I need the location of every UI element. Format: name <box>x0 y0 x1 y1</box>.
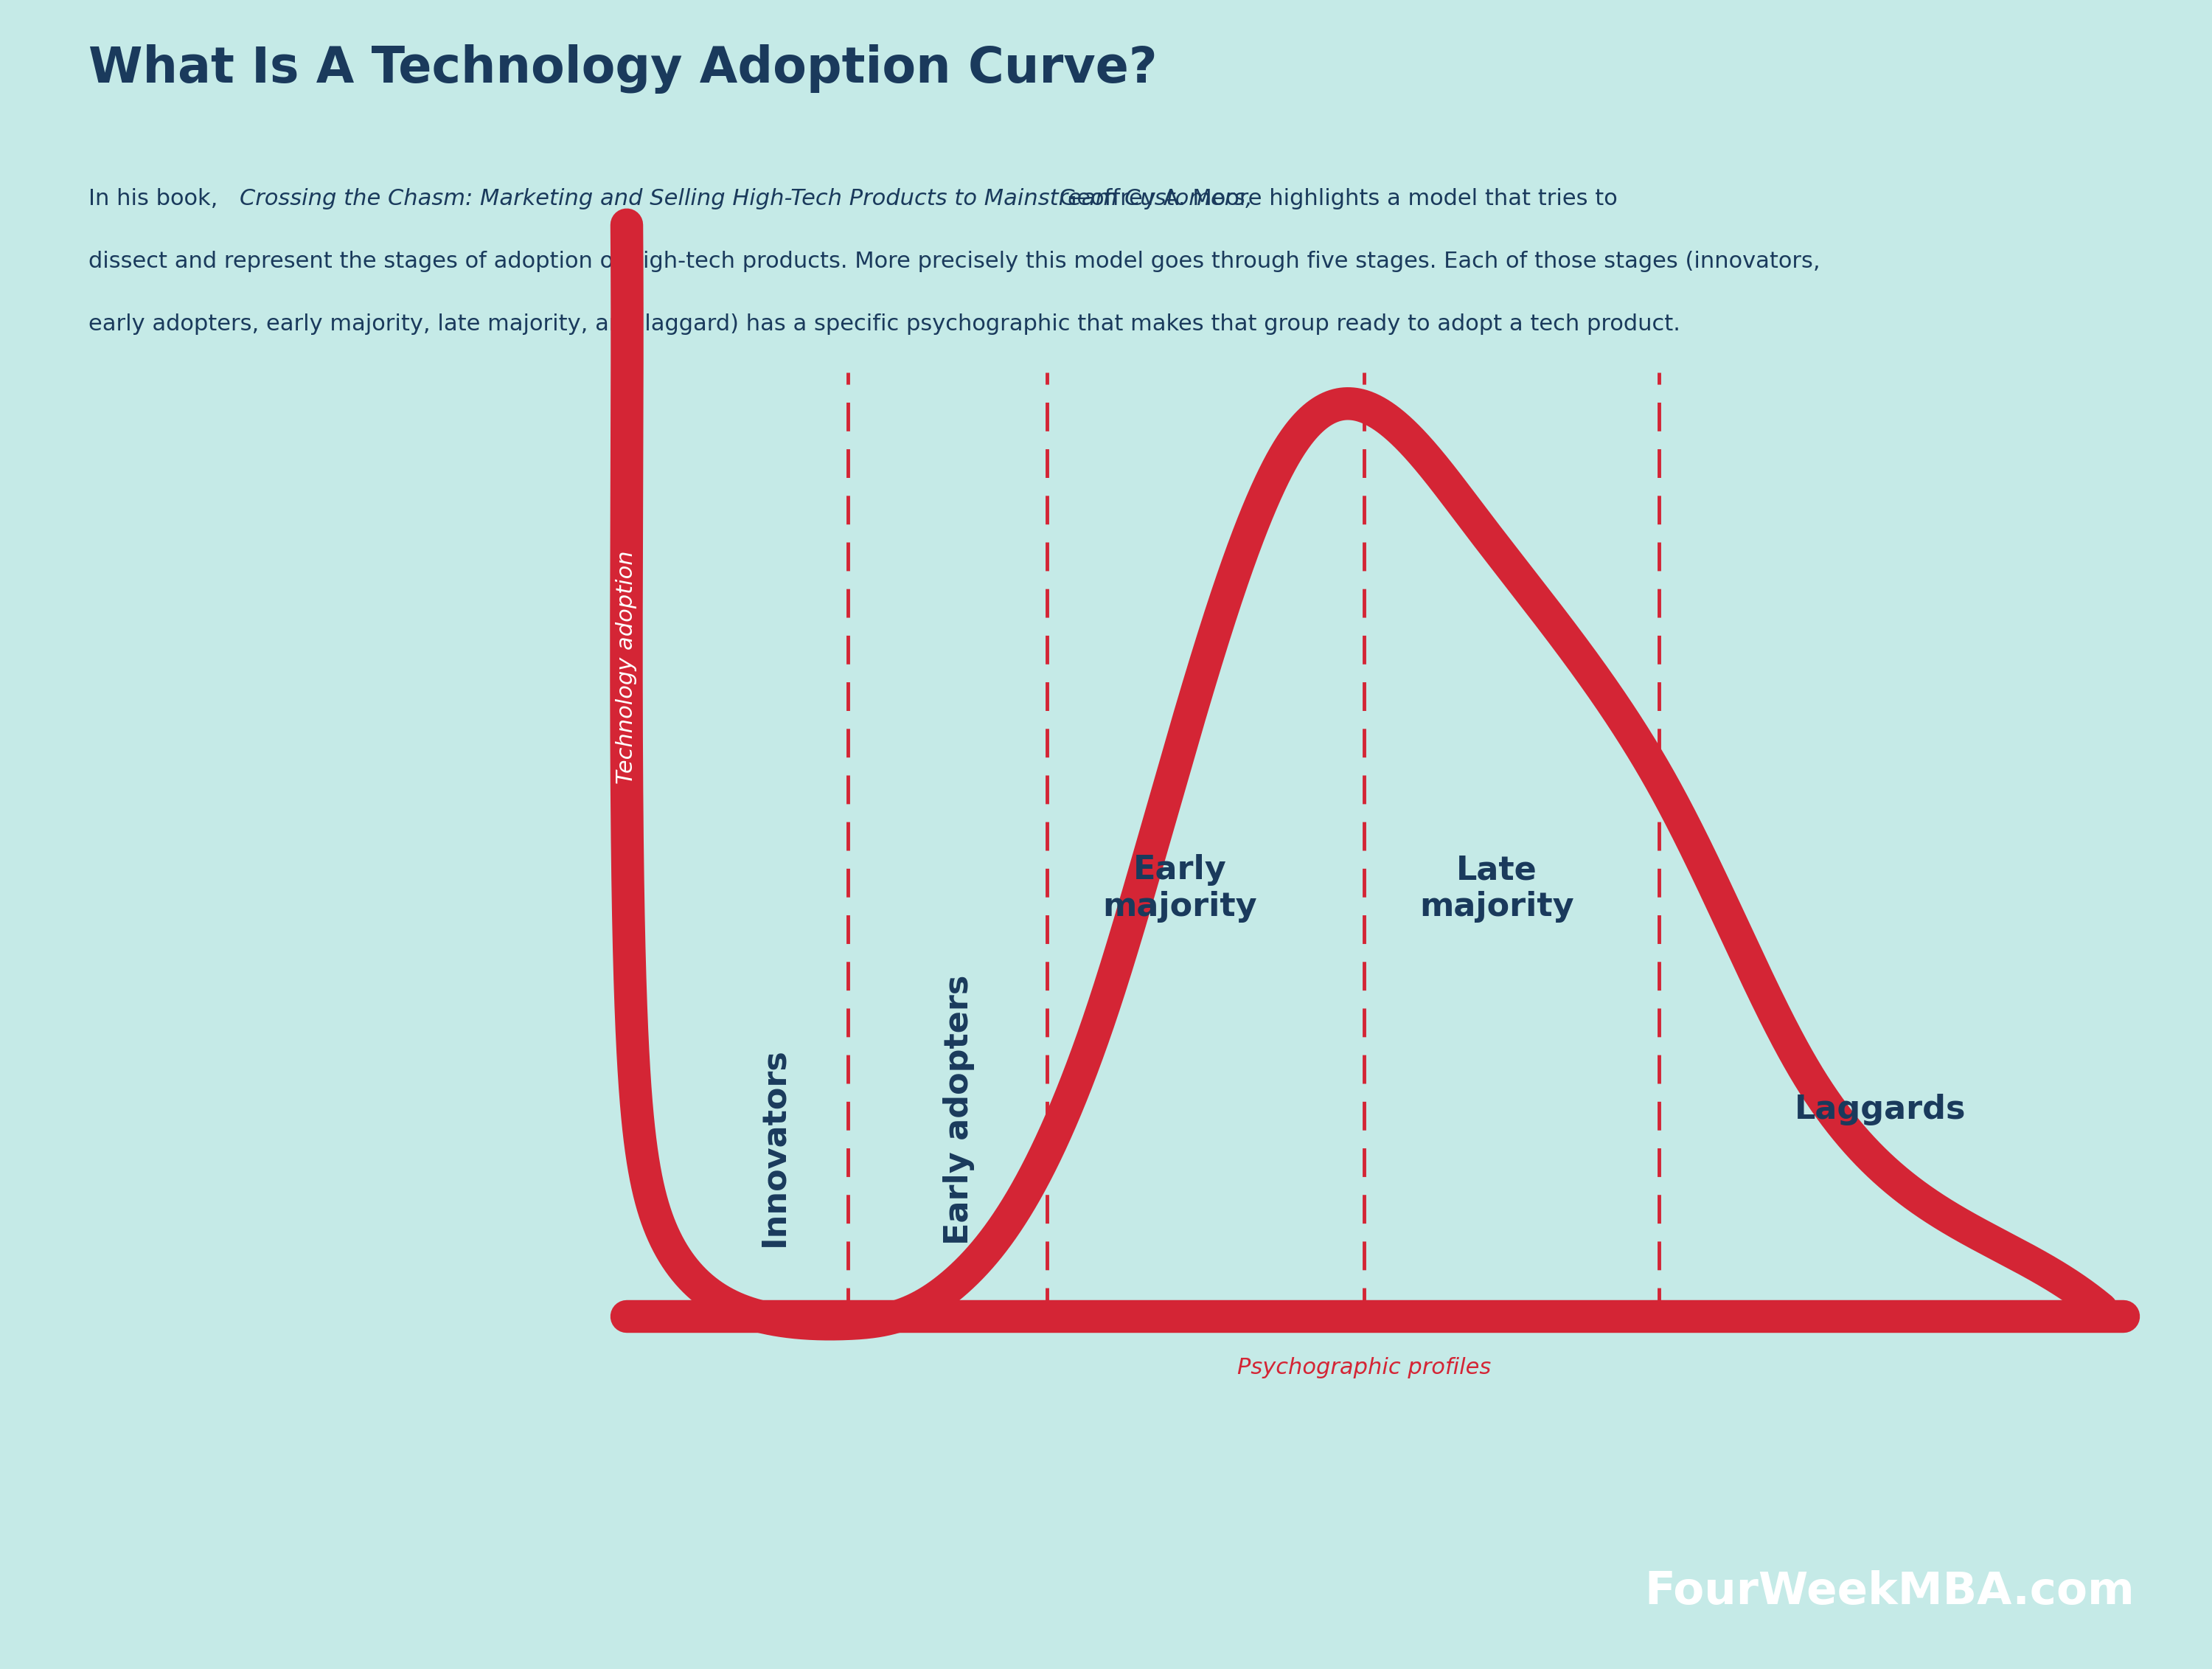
Text: Early adopters: Early adopters <box>942 975 973 1245</box>
Text: What Is A Technology Adoption Curve?: What Is A Technology Adoption Curve? <box>88 45 1157 93</box>
Text: dissect and represent the stages of adoption of high-tech products. More precise: dissect and represent the stages of adop… <box>88 250 1820 272</box>
Text: FourWeekMBA.com: FourWeekMBA.com <box>1644 1571 2135 1614</box>
Text: Crossing the Chasm: Marketing and Selling High-Tech Products to Mainstream Custo: Crossing the Chasm: Marketing and Sellin… <box>239 189 1252 209</box>
Text: Early
majority: Early majority <box>1102 855 1256 923</box>
Text: Technology adoption: Technology adoption <box>615 551 637 784</box>
Text: In his book,: In his book, <box>88 189 226 209</box>
Text: early adopters, early majority, late majority, and laggard) has a specific psych: early adopters, early majority, late maj… <box>88 314 1681 335</box>
Text: Geoffrey A. Moore highlights a model that tries to: Geoffrey A. Moore highlights a model tha… <box>1053 189 1617 209</box>
Text: Laggards: Laggards <box>1794 1093 1966 1125</box>
Text: Innovators: Innovators <box>759 1046 790 1247</box>
Text: Late
majority: Late majority <box>1420 855 1575 923</box>
Text: Psychographic profiles: Psychographic profiles <box>1237 1357 1491 1379</box>
